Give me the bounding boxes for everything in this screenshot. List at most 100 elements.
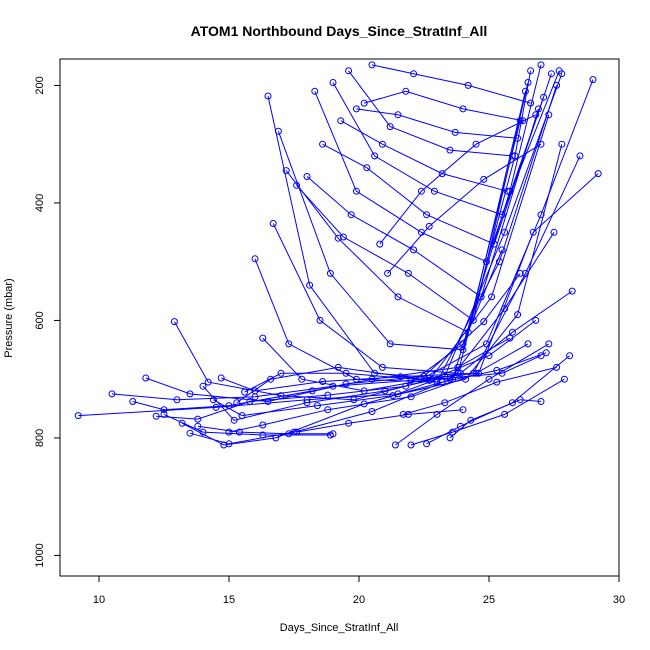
data-point	[251, 255, 259, 263]
series-17	[264, 61, 545, 383]
chart-title: ATOM1 Northbound Days_Since_StratInf_All	[191, 23, 488, 39]
y-axis-label: Pressure (mbar)	[3, 278, 15, 357]
data-point	[241, 388, 249, 396]
data-point	[360, 99, 368, 107]
data-point	[498, 211, 506, 219]
data-point	[230, 416, 238, 424]
series-30	[368, 61, 535, 107]
data-point	[524, 340, 532, 348]
data-point	[540, 93, 548, 101]
data-point	[160, 406, 168, 414]
x-axis: 10 15 20 25 30	[93, 576, 625, 606]
series-layer	[74, 61, 602, 449]
series-line	[236, 79, 594, 404]
data-point	[529, 228, 537, 236]
series-34	[399, 363, 561, 418]
data-point	[576, 152, 584, 160]
series-22	[303, 105, 542, 301]
series-line	[189, 232, 555, 445]
data-point	[482, 340, 490, 348]
data-point	[170, 318, 178, 326]
data-point	[199, 382, 207, 390]
series-line	[306, 108, 539, 298]
series-26	[337, 117, 511, 195]
data-point	[384, 269, 392, 277]
data-point	[381, 387, 389, 395]
data-point	[298, 375, 306, 383]
data-point	[285, 340, 293, 348]
data-point	[493, 366, 501, 374]
series-line	[340, 120, 508, 192]
data-point	[282, 167, 290, 175]
data-point	[469, 316, 477, 324]
data-point	[519, 117, 527, 125]
data-point	[274, 127, 282, 135]
data-point	[446, 146, 454, 154]
series-line	[267, 64, 542, 380]
data-point	[352, 105, 360, 113]
data-point	[259, 334, 267, 342]
series-line	[403, 366, 557, 415]
data-point	[329, 430, 337, 438]
y-tick-label: 600	[34, 311, 46, 329]
data-point	[527, 99, 535, 107]
data-point	[313, 402, 321, 410]
y-axis: 200 400 600 800 1000	[34, 76, 60, 568]
data-point	[423, 440, 431, 448]
data-point	[142, 374, 150, 382]
data-point	[334, 363, 342, 371]
data-point	[319, 378, 327, 385]
data-point	[186, 390, 194, 398]
data-point	[475, 369, 483, 377]
data-point	[537, 211, 545, 219]
data-point	[337, 117, 345, 125]
data-point	[438, 378, 446, 386]
data-point	[386, 123, 394, 131]
series-32	[384, 140, 545, 277]
data-point	[433, 410, 441, 418]
series-line	[78, 355, 542, 417]
data-point	[329, 79, 337, 86]
data-point	[459, 406, 467, 414]
series-line	[213, 144, 563, 417]
series-line	[221, 155, 581, 392]
data-point	[537, 61, 545, 69]
data-point	[251, 387, 259, 395]
data-point	[438, 170, 446, 178]
series-28	[352, 105, 522, 142]
data-point	[477, 293, 485, 301]
series-line	[262, 73, 563, 392]
data-point	[410, 70, 418, 78]
series-31	[376, 111, 540, 248]
data-point	[378, 140, 386, 148]
series-23	[311, 87, 548, 266]
data-point	[334, 234, 342, 242]
data-point	[404, 410, 412, 418]
data-point	[303, 173, 311, 180]
data-point	[306, 281, 314, 289]
data-point	[368, 61, 376, 69]
data-point	[410, 246, 418, 254]
series-24	[319, 70, 555, 248]
data-point	[508, 399, 516, 407]
data-point	[560, 375, 568, 383]
data-point	[311, 87, 319, 95]
data-point	[423, 211, 431, 219]
data-point	[404, 269, 412, 277]
x-tick-label: 30	[613, 594, 625, 606]
data-point	[368, 408, 376, 415]
series-33	[391, 340, 553, 449]
series-line	[387, 143, 542, 274]
series-line	[202, 290, 573, 421]
data-point	[407, 441, 415, 449]
data-point	[277, 392, 285, 400]
data-point	[209, 396, 217, 404]
data-point	[293, 181, 301, 189]
data-point	[259, 421, 267, 429]
data-point	[194, 422, 202, 430]
data-point	[537, 140, 545, 148]
data-point	[514, 134, 522, 142]
series-line	[348, 70, 513, 157]
data-point	[225, 440, 233, 448]
data-point	[238, 412, 246, 420]
